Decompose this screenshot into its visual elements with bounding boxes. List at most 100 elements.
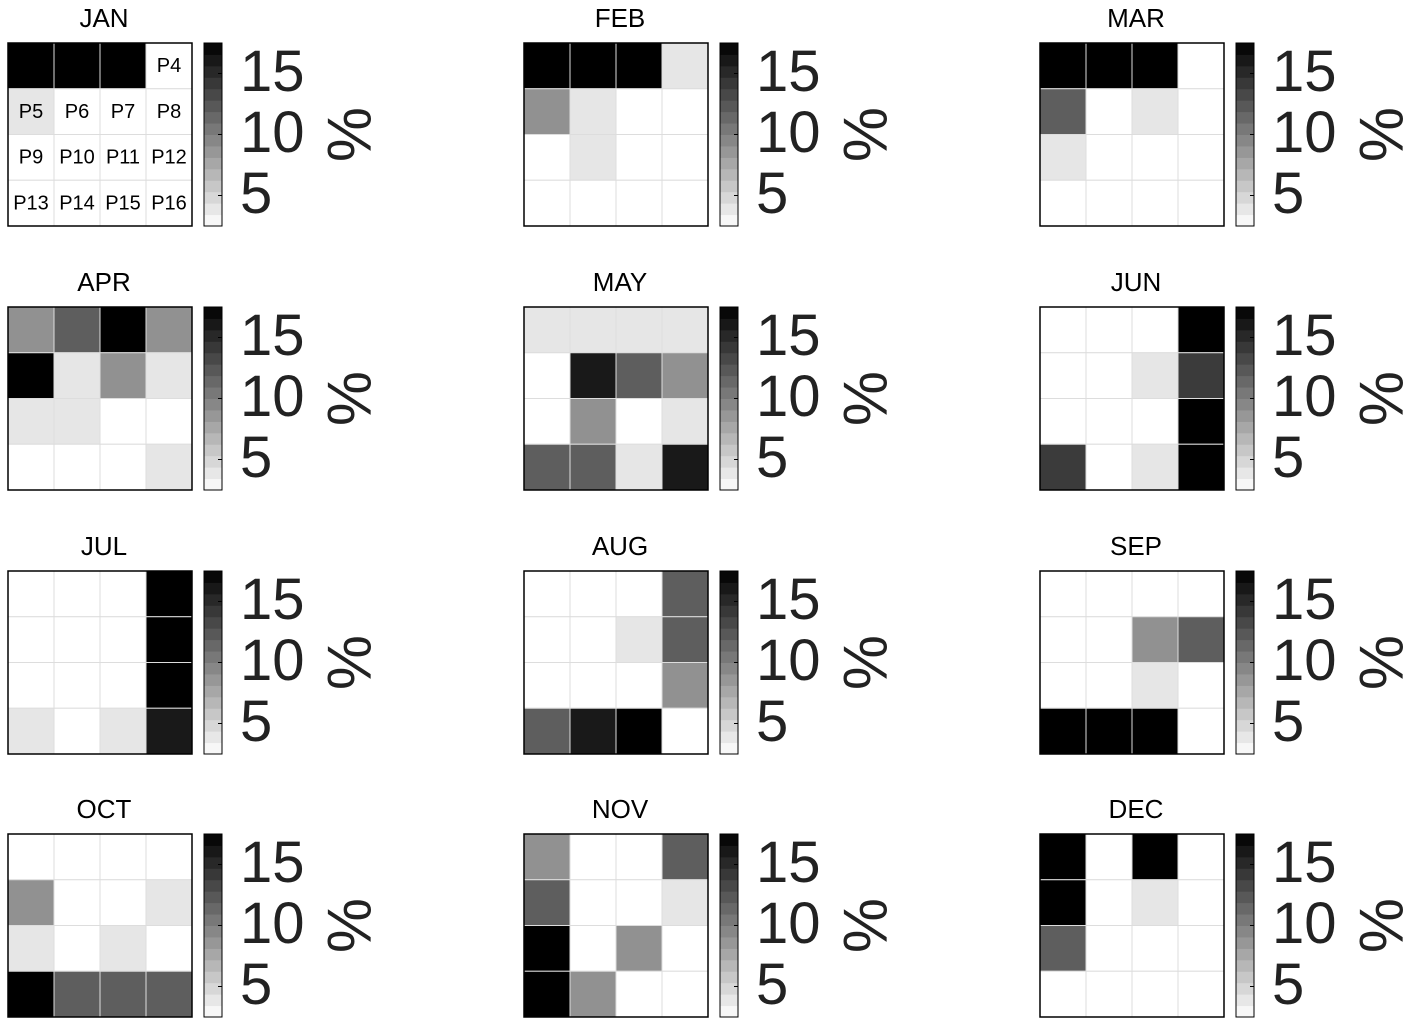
colorbar-step [1236,914,1254,926]
colorbar-step [204,341,222,354]
heatmap-cell [1131,88,1179,135]
heatmap-cell [1131,707,1179,755]
heatmap-border [7,306,193,491]
panel-title: FEB [595,3,646,33]
heatmap-cell [53,879,101,926]
colorbar-step [720,364,738,377]
colorbar-tick-label: 15 [240,39,305,104]
cell-label: P15 [105,192,141,214]
heatmap-cell [145,879,193,926]
heatmap-cell [7,833,55,881]
heatmap-cell [661,925,709,972]
colorbar-step [1236,1005,1254,1018]
heatmap-cell [53,398,101,445]
heatmap-cell [1131,306,1179,354]
colorbar-step [1236,88,1254,101]
colorbar-step [720,856,738,869]
heatmap-cell [1085,662,1133,709]
heatmap-cell [7,352,55,399]
heatmap-cell [1177,662,1225,709]
heatmap-cell [569,879,617,926]
heatmap-cell [99,833,147,881]
colorbar-step [720,593,738,606]
colorbar-step [1236,879,1254,892]
colorbar-tick-label: 10 [756,100,821,165]
colorbar-step [720,616,738,629]
colorbar-step [204,65,222,78]
colorbar-step [720,628,738,641]
colorbar-step [720,685,738,698]
heatmap-cell [1085,833,1133,881]
heatmap-cell [145,179,193,227]
colorbar-step [720,77,738,90]
heatmap-cell [145,833,193,881]
colorbar-step [204,856,222,869]
colorbar-step [1236,145,1254,158]
heatmap-cell [1131,352,1179,399]
colorbar-step [720,387,738,399]
colorbar-step [204,421,222,434]
heatmap-cell [1039,443,1087,491]
colorbar-step [720,168,738,181]
heatmap-cell [145,570,193,618]
heatmap-cell [145,443,193,491]
heatmap-border [7,42,193,227]
cell-label: P9 [19,147,43,169]
colorbar-step [1236,696,1254,709]
colorbar-tick-label: 10 [1272,891,1337,956]
cell-label: P8 [157,101,181,123]
colorbar-label: % [315,635,384,690]
heatmap-cell [661,88,709,135]
colorbar-step [1236,168,1254,181]
colorbar-step [204,685,222,698]
heatmap-cell [661,134,709,181]
colorbar-step [720,432,738,445]
heatmap-cell [569,662,617,709]
heatmap-cell [1085,306,1133,354]
colorbar-step [1236,111,1254,124]
colorbar-tick-label: 10 [756,628,821,693]
colorbar-label: % [1347,898,1416,953]
colorbar-step [1236,191,1254,204]
colorbar-step [720,742,738,755]
colorbar-step [204,444,222,457]
cell-label: P4 [157,55,181,77]
colorbar-step [1236,77,1254,90]
colorbar-step [720,157,738,170]
heatmap-border [7,570,193,755]
colorbar-step [720,879,738,892]
colorbar-step [720,318,738,331]
heatmap-cell [99,570,147,618]
colorbar-step [720,134,738,147]
colorbar-step [204,54,222,67]
colorbar-step [204,914,222,926]
heatmap-cell [53,616,101,663]
heatmap-cell [661,398,709,445]
heatmap-cell [53,925,101,972]
colorbar-label: % [315,371,384,426]
heatmap-cell [523,306,571,354]
colorbar-step [1236,708,1254,721]
heatmap-cell [615,42,663,90]
colorbar-step [720,651,738,663]
colorbar-step [720,639,738,652]
colorbar-step [720,719,738,732]
colorbar-tick-label: 5 [240,952,272,1017]
heatmap-cell [1177,833,1225,881]
heatmap-cell [661,970,709,1018]
colorbar-step [720,834,738,846]
colorbar-tick-label: 10 [1272,364,1337,429]
colorbar-step [204,1005,222,1018]
heatmap-cell [7,443,55,491]
heatmap-cell [1131,179,1179,227]
heatmap-cell [145,352,193,399]
heatmap-cell [1177,570,1225,618]
heatmap-cell [1177,398,1225,445]
colorbar-step [1236,959,1254,972]
heatmap-cell [523,879,571,926]
cell-label: P6 [65,101,89,123]
colorbar-step [720,123,738,135]
heatmap-cell [1177,616,1225,663]
